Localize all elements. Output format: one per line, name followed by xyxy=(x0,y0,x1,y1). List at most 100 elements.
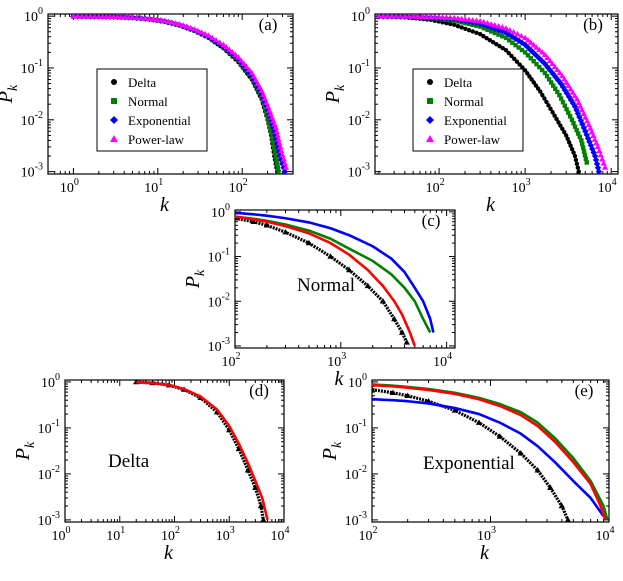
data-point xyxy=(562,129,567,135)
y-tick-label: 10-2 xyxy=(21,110,43,129)
data-point xyxy=(512,56,517,62)
data-point xyxy=(549,60,556,67)
data-point xyxy=(544,54,551,60)
panel-annotation: Delta xyxy=(108,451,150,472)
data-point xyxy=(237,57,245,63)
data-point xyxy=(573,157,579,163)
legend-marker xyxy=(111,79,117,85)
data-point xyxy=(563,133,569,138)
legend: Delta Normal Exponential Power-law xyxy=(412,68,524,152)
panel-c-frame xyxy=(234,209,456,349)
data-point xyxy=(582,152,588,158)
data-point xyxy=(580,124,588,131)
data-point xyxy=(161,17,168,24)
data-point xyxy=(528,56,534,61)
y-axis-title: Pk xyxy=(319,441,345,461)
data-point xyxy=(500,46,506,51)
data-point xyxy=(157,17,164,23)
y-tick-label: 10-3 xyxy=(21,162,43,181)
data-point xyxy=(272,136,280,143)
data-point xyxy=(567,86,574,92)
x-tick-label: 103 xyxy=(477,525,496,544)
panel-b-frame xyxy=(374,13,619,175)
data-point xyxy=(264,109,269,115)
data-point xyxy=(490,39,496,45)
data-point xyxy=(451,407,459,413)
series-trail xyxy=(372,388,570,521)
data-point xyxy=(275,136,282,142)
data-point xyxy=(530,41,537,48)
data-point xyxy=(272,124,279,131)
x-tick-label: 104 xyxy=(598,177,617,196)
data-point xyxy=(536,55,543,62)
data-point xyxy=(256,84,263,90)
data-point xyxy=(571,150,576,155)
plot-area xyxy=(372,383,609,522)
data-point xyxy=(265,113,270,118)
data-point xyxy=(277,143,284,150)
series-black xyxy=(133,380,267,522)
data-point xyxy=(245,69,253,76)
data-point xyxy=(474,30,479,35)
data-point xyxy=(223,44,230,50)
data-point xyxy=(403,339,410,345)
data-point xyxy=(201,30,209,37)
data-point xyxy=(537,64,542,70)
data-point xyxy=(551,83,556,88)
y-tick-label: 10-1 xyxy=(208,247,230,266)
data-point xyxy=(269,133,275,138)
data-point xyxy=(546,103,551,108)
y-tick-label: 10-3 xyxy=(38,510,60,529)
data-point xyxy=(548,106,553,112)
y-tick-label: 10-1 xyxy=(345,418,367,437)
y-tick-label: 10-1 xyxy=(38,418,60,437)
data-point xyxy=(564,516,572,522)
data-point xyxy=(558,96,564,101)
data-point xyxy=(554,66,561,73)
data-point xyxy=(554,116,559,122)
data-point xyxy=(279,151,286,158)
legend-label: Exponential xyxy=(444,113,507,128)
data-point xyxy=(271,128,278,135)
data-point xyxy=(571,121,576,126)
data-point xyxy=(571,92,579,99)
y-tick-label: 10-3 xyxy=(208,336,230,355)
data-point xyxy=(576,131,581,136)
data-point xyxy=(557,92,562,98)
data-point xyxy=(455,23,461,29)
series-blue xyxy=(235,211,435,333)
data-point xyxy=(168,19,176,25)
data-point xyxy=(276,169,281,174)
data-point xyxy=(531,59,536,64)
data-point xyxy=(477,31,483,37)
x-tick-label: 103 xyxy=(327,351,346,370)
panel-a: 100 101 102 100 10-1 10-2 10-3 k Pk (a) Delta Norma… xyxy=(0,6,294,216)
data-point xyxy=(562,103,567,108)
data-point xyxy=(547,484,554,490)
legend-marker xyxy=(111,98,117,104)
y-tick-label: 100 xyxy=(348,372,367,391)
data-point xyxy=(555,89,560,95)
data-point xyxy=(267,121,272,126)
data-point xyxy=(553,86,558,91)
legend-marker xyxy=(110,135,118,142)
data-point xyxy=(447,14,454,21)
data-point xyxy=(250,73,257,79)
data-point xyxy=(529,77,534,82)
data-point xyxy=(272,145,277,150)
data-point xyxy=(205,32,212,38)
data-point xyxy=(527,74,532,79)
data-point xyxy=(586,138,593,146)
data-point xyxy=(559,72,566,79)
data-point xyxy=(567,114,573,119)
data-point xyxy=(565,93,573,100)
data-point xyxy=(517,450,524,456)
data-point xyxy=(278,147,285,154)
data-point xyxy=(183,23,190,29)
series-trail xyxy=(136,380,265,521)
data-point xyxy=(534,467,541,473)
data-point xyxy=(209,34,216,41)
data-point xyxy=(580,145,586,150)
series-line xyxy=(235,215,416,347)
x-axis-title: k xyxy=(164,542,174,564)
